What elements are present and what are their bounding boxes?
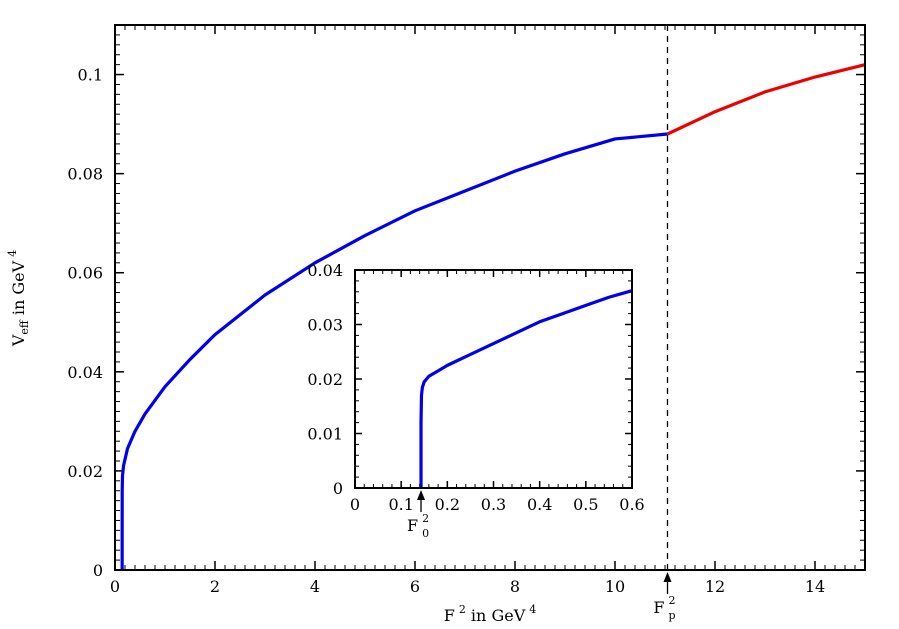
x-tick-label: 0.2	[435, 495, 460, 514]
x-tick-label: 12	[705, 577, 725, 596]
y-tick-label: 0.04	[307, 261, 343, 280]
series-line-2	[666, 63, 866, 136]
plot-frame	[354, 269, 633, 489]
x-tick-label: 0.6	[619, 495, 644, 514]
x-tick-label: 0	[110, 577, 120, 596]
y-tick-label: 0.08	[67, 165, 103, 184]
y-tick-label: 0.01	[307, 425, 343, 444]
annotation-arrowhead	[663, 572, 672, 582]
series-line-1	[120, 132, 668, 570]
annotation-arrowhead	[417, 490, 426, 500]
x-tick-label: 10	[605, 577, 625, 596]
y-tick-label: 0	[93, 561, 103, 580]
plot-frame	[114, 24, 866, 571]
series-line-1	[419, 289, 633, 488]
x-tick-label: 0.4	[527, 495, 552, 514]
y-axis-title: Veff in GeV4	[6, 250, 31, 347]
x-tick-label: 2	[210, 577, 220, 596]
inset-plot: 0 0.1 0.2 0.3 0.4 0.5 0.6 0 0.01 0.02 0.03 0.04 F 2 0	[307, 261, 644, 540]
x-tick-label: 0.1	[388, 495, 413, 514]
x-tick-label: 4	[310, 577, 320, 596]
y-tick-label: 0.1	[78, 66, 103, 85]
x-tick-label: 0.5	[573, 495, 598, 514]
x-tick-label: 6	[410, 577, 420, 596]
y-tick-label: 0.06	[67, 264, 103, 283]
x-tick-label: 14	[805, 577, 825, 596]
y-tick-label: 0	[333, 479, 343, 498]
y-tick-label: 0.03	[307, 316, 343, 335]
x-tick-label: 0.3	[481, 495, 506, 514]
y-tick-label: 0.02	[67, 462, 103, 481]
x-tick-label: 8	[510, 577, 520, 596]
y-tick-label: 0.02	[307, 370, 343, 389]
main-plot: 0 2 4 6 8 10 12 14 0 0.02 0.04 0.06 0.08 0.1 F 2 p F 2 in …	[6, 24, 866, 625]
x-tick-label: 0	[350, 495, 360, 514]
y-tick-label: 0.04	[67, 363, 103, 382]
